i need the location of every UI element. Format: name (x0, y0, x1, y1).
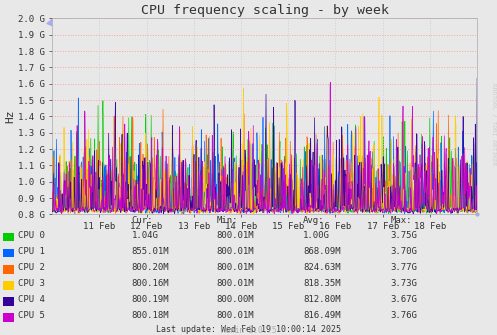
Text: Avg:: Avg: (303, 216, 325, 225)
Text: 3.73G: 3.73G (390, 279, 417, 288)
Text: 818.35M: 818.35M (303, 279, 341, 288)
Text: 800.00M: 800.00M (216, 295, 254, 304)
Text: 812.80M: 812.80M (303, 295, 341, 304)
Y-axis label: Hz: Hz (5, 110, 15, 123)
Text: 800.01M: 800.01M (216, 311, 254, 320)
Text: 3.70G: 3.70G (390, 247, 417, 256)
Text: Max:: Max: (390, 216, 412, 225)
Title: CPU frequency scaling - by week: CPU frequency scaling - by week (141, 4, 389, 17)
Text: 3.77G: 3.77G (390, 263, 417, 272)
Text: Min:: Min: (216, 216, 238, 225)
Text: 800.16M: 800.16M (132, 279, 169, 288)
Text: CPU 2: CPU 2 (18, 263, 45, 272)
Text: 800.20M: 800.20M (132, 263, 169, 272)
Text: 868.09M: 868.09M (303, 247, 341, 256)
Text: Cur:: Cur: (132, 216, 153, 225)
Text: 800.01M: 800.01M (216, 263, 254, 272)
Text: 3.75G: 3.75G (390, 230, 417, 240)
Text: 800.01M: 800.01M (216, 247, 254, 256)
Text: 1.04G: 1.04G (132, 230, 159, 240)
Text: RRDTOOL / TOBI OETIKER: RRDTOOL / TOBI OETIKER (491, 83, 496, 165)
Text: 824.63M: 824.63M (303, 263, 341, 272)
Text: 1.00G: 1.00G (303, 230, 330, 240)
Text: 800.18M: 800.18M (132, 311, 169, 320)
Text: CPU 0: CPU 0 (18, 230, 45, 240)
Text: CPU 3: CPU 3 (18, 279, 45, 288)
Text: 3.67G: 3.67G (390, 295, 417, 304)
Text: CPU 5: CPU 5 (18, 311, 45, 320)
Text: CPU 4: CPU 4 (18, 295, 45, 304)
Text: 855.01M: 855.01M (132, 247, 169, 256)
Text: 800.01M: 800.01M (216, 279, 254, 288)
Text: Munin 2.0.75: Munin 2.0.75 (221, 326, 276, 335)
Text: CPU 1: CPU 1 (18, 247, 45, 256)
Text: 3.76G: 3.76G (390, 311, 417, 320)
Text: 800.01M: 800.01M (216, 230, 254, 240)
Text: 816.49M: 816.49M (303, 311, 341, 320)
Text: 800.19M: 800.19M (132, 295, 169, 304)
Text: Last update: Wed Feb 19 10:00:14 2025: Last update: Wed Feb 19 10:00:14 2025 (156, 325, 341, 334)
